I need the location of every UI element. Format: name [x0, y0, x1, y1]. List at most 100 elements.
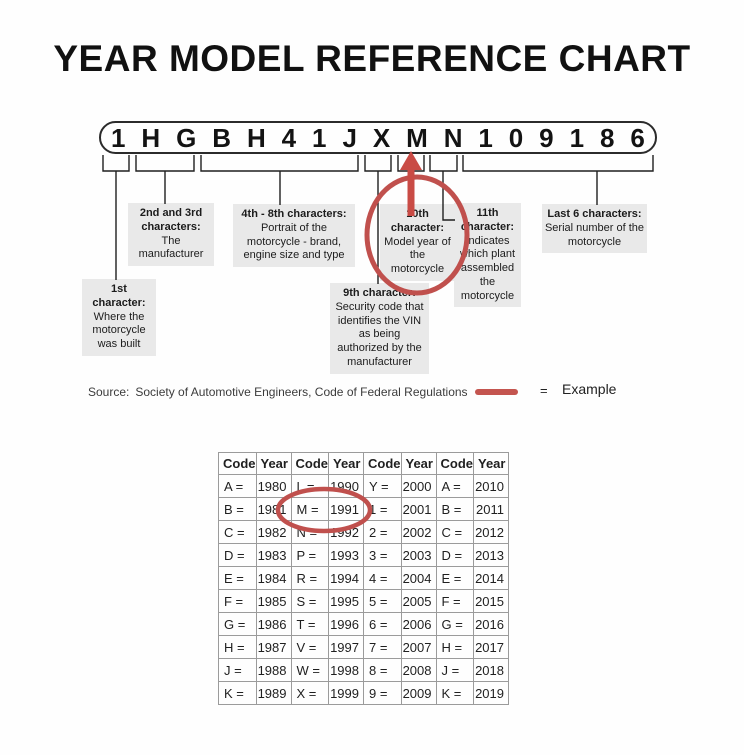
code-cell: 2 = — [363, 520, 402, 544]
callout-header: 1st character: — [92, 283, 146, 309]
callout-header: Last 6 characters: — [547, 208, 642, 220]
table-row: E = 1984 R = 1994 4 = 2004 E = 2014 — [218, 566, 509, 590]
year-cell: 2002 — [400, 520, 437, 544]
code-cell: A = — [218, 474, 257, 498]
callout-body: Security code that identifies the VIN as… — [335, 300, 424, 368]
table-row: D = 1983 P = 1993 3 = 2003 D = 2013 — [218, 543, 509, 567]
year-cell: 2012 — [473, 520, 509, 544]
year-cell: 1998 — [328, 658, 364, 682]
vin-char: 1 — [569, 122, 585, 153]
column-header: Code — [218, 452, 257, 475]
column-header: Year — [255, 452, 292, 475]
year-cell: 2004 — [400, 566, 437, 590]
bracket-1st — [102, 155, 130, 280]
year-cell: 1995 — [328, 589, 364, 613]
year-cell: 2009 — [400, 681, 437, 705]
year-cell: 1999 — [328, 681, 364, 705]
legend-equals: = — [540, 383, 548, 398]
year-cell: 1981 — [255, 497, 292, 521]
code-cell: G = — [435, 612, 474, 636]
callout-header: 11th character: — [460, 207, 515, 233]
code-cell: W = — [290, 658, 329, 682]
vin-char: N — [443, 122, 463, 153]
callout-header: 9th character: — [343, 287, 416, 299]
source-label: Source: — [88, 385, 130, 399]
code-cell: K = — [435, 681, 474, 705]
vin-char: B — [212, 122, 232, 153]
year-cell: 2001 — [400, 497, 437, 521]
year-cell: 1996 — [328, 612, 364, 636]
code-cell: M = — [290, 497, 329, 521]
code-cell: N = — [290, 520, 329, 544]
year-cell: 2007 — [400, 635, 437, 659]
table-row: F = 1985 S = 1995 5 = 2005 F = 2015 — [218, 589, 509, 613]
year-table-body: A = 1980 L = 1990 Y = 2000 A = 2010 B = 1981 M = 19… — [218, 474, 509, 705]
source-text: Society of Automotive Engineers, Code of… — [135, 385, 468, 399]
page-title: YEAR MODEL REFERENCE CHART — [53, 38, 691, 79]
code-cell: 1 = — [363, 497, 402, 521]
code-cell: B = — [435, 497, 474, 521]
table-row: K = 1989 X = 1999 9 = 2009 K = 2019 — [218, 681, 509, 705]
code-cell: 6 = — [363, 612, 402, 636]
code-cell: C = — [218, 520, 257, 544]
code-cell: J = — [218, 658, 257, 682]
year-cell: 2011 — [473, 497, 509, 521]
year-cell: 2005 — [400, 589, 437, 613]
year-cell: 2014 — [473, 566, 509, 590]
year-cell: 2019 — [473, 681, 509, 705]
vin-char: H — [141, 122, 161, 153]
code-cell: F = — [435, 589, 474, 613]
example-red-line-icon — [475, 389, 518, 395]
bracket-4th-8th — [200, 155, 359, 205]
callout-header: 4th - 8th characters: — [241, 208, 347, 220]
vin-char: M — [406, 122, 428, 153]
code-cell: C = — [435, 520, 474, 544]
year-cell: 1984 — [255, 566, 292, 590]
code-cell: L = — [290, 474, 329, 498]
table-row: G = 1986 T = 1996 6 = 2006 G = 2016 — [218, 612, 509, 636]
year-cell: 2015 — [473, 589, 509, 613]
callout-body: Serial number of the motorcycle — [544, 221, 645, 248]
table-row: J = 1988 W = 1998 8 = 2008 J = 2018 — [218, 658, 509, 682]
vin-char: 9 — [539, 122, 554, 153]
year-code-table: Code Year Code Year Code Year Code Year A = 1980… — [218, 452, 509, 705]
year-cell: 1986 — [255, 612, 292, 636]
code-cell: X = — [290, 681, 329, 705]
code-cell: J = — [435, 658, 474, 682]
code-cell: H = — [218, 635, 257, 659]
vin-char: 8 — [599, 122, 615, 153]
year-cell: 1993 — [328, 543, 364, 567]
vin-char: X — [372, 122, 391, 153]
code-cell: 7 = — [363, 635, 402, 659]
callout-last-6-characters: Last 6 characters: Serial number of the … — [542, 204, 647, 254]
year-cell: 2018 — [473, 658, 509, 682]
code-cell: G = — [218, 612, 257, 636]
year-cell: 1982 — [255, 520, 292, 544]
table-row: C = 1982 N = 1992 2 = 2002 C = 2012 — [218, 520, 509, 544]
code-cell: D = — [218, 543, 257, 567]
code-cell: E = — [435, 566, 474, 590]
callout-1st-character: 1st character: Where the motorcycle was … — [82, 279, 156, 356]
code-cell: E = — [218, 566, 257, 590]
code-cell: S = — [290, 589, 329, 613]
vin-char: 0 — [508, 122, 524, 153]
year-cell: 2010 — [473, 474, 509, 498]
code-cell: Y = — [363, 474, 402, 498]
code-cell: D = — [435, 543, 474, 567]
year-cell: 1988 — [255, 658, 292, 682]
year-cell: 1994 — [328, 566, 364, 590]
code-cell: P = — [290, 543, 329, 567]
year-cell: 1991 — [328, 497, 364, 521]
vin-char: 1 — [478, 122, 493, 153]
year-cell: 2003 — [400, 543, 437, 567]
year-cell: 1980 — [255, 474, 292, 498]
vin-char: 1 — [312, 122, 327, 153]
table-row: A = 1980 L = 1990 Y = 2000 A = 2010 — [218, 474, 509, 498]
column-header: Code — [435, 452, 474, 475]
vin-char: 1 — [111, 122, 126, 153]
source-line: Source: Society of Automotive Engineers, … — [88, 385, 468, 399]
year-cell: 1997 — [328, 635, 364, 659]
column-header: Code — [290, 452, 329, 475]
